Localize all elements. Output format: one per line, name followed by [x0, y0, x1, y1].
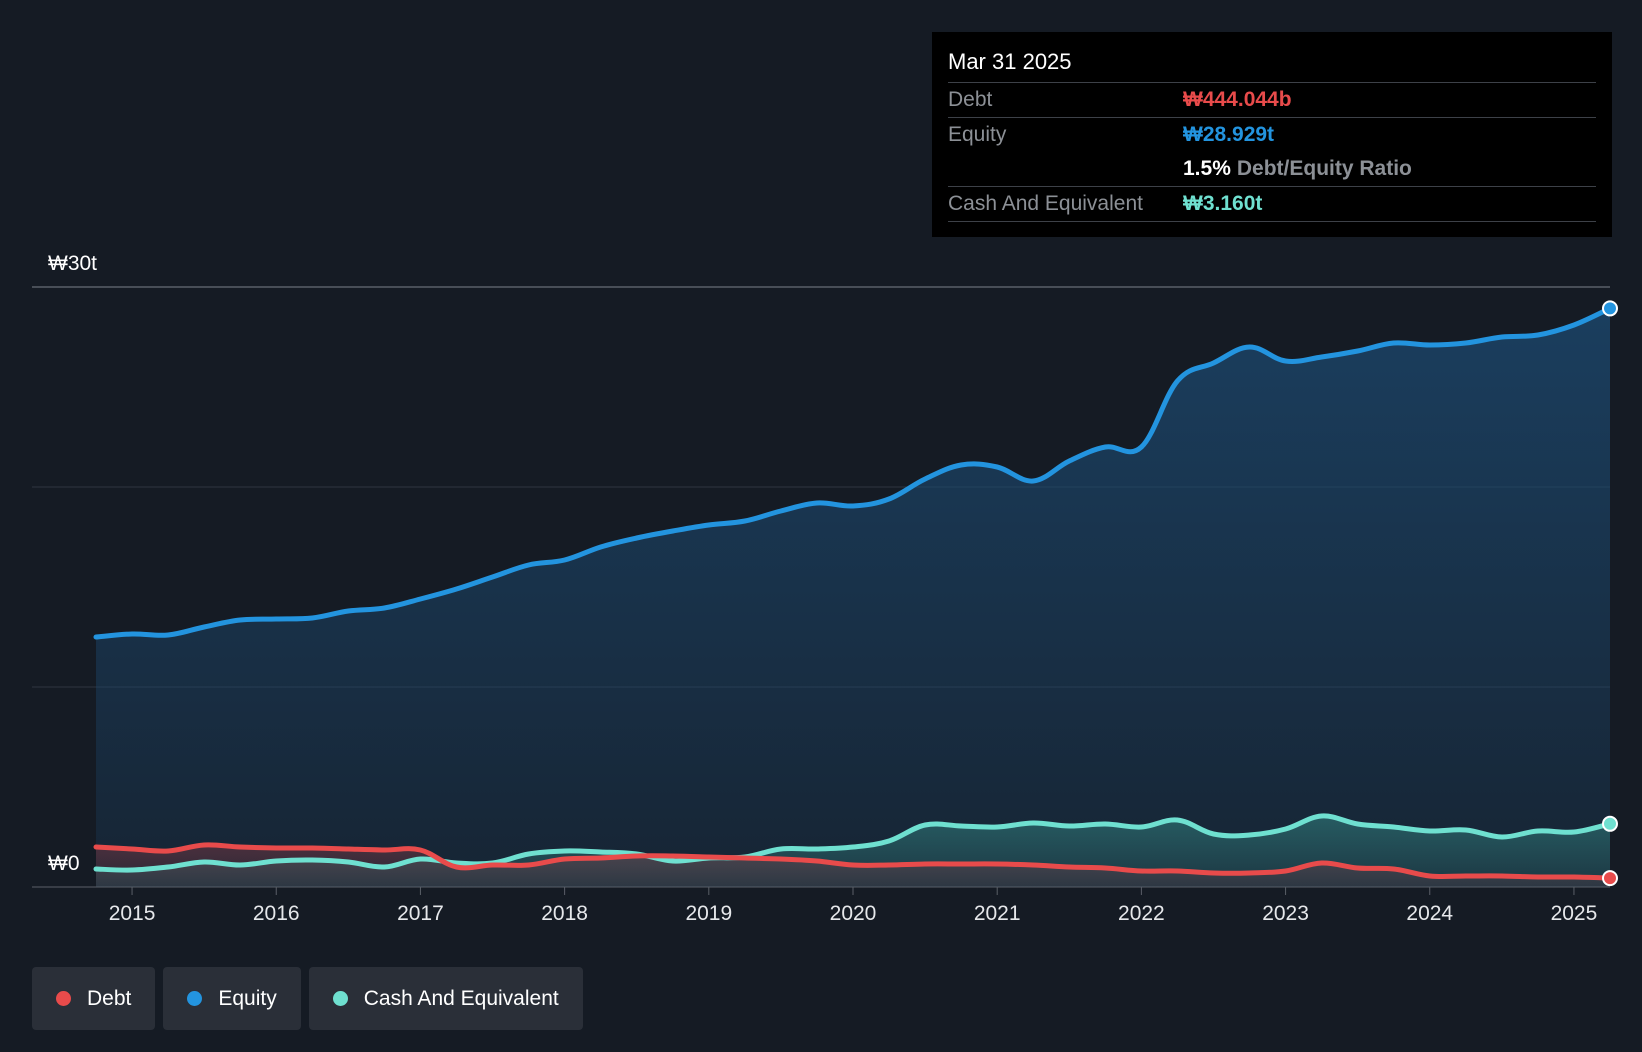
cash-dot-icon: [332, 991, 348, 1006]
legend-equity-label: Equity: [218, 986, 277, 1010]
tooltip-equity-value: ₩28.929t: [1183, 123, 1275, 146]
tooltip-equity-row: Equity ₩28.929t: [948, 118, 1596, 152]
legend-item-equity[interactable]: Equity: [163, 967, 301, 1030]
x-tick-label-2022: 2022: [1118, 902, 1165, 925]
tooltip-panel: Mar 31 2025 Debt ₩444.044b Equity ₩28.92…: [932, 32, 1612, 237]
legend-item-debt[interactable]: Debt: [32, 967, 156, 1030]
tooltip-debt-row: Debt ₩444.044b: [948, 83, 1596, 118]
tooltip-cash-value: ₩3.160t: [1183, 192, 1263, 215]
tooltip-cash-label: Cash And Equivalent: [948, 192, 1143, 215]
legend-cash-label: Cash And Equivalent: [363, 986, 559, 1010]
x-tick-label-2020: 2020: [830, 902, 877, 925]
tooltip-debt-value: ₩444.044b: [1183, 88, 1292, 111]
debt-dot-icon: [56, 991, 71, 1006]
x-tick-label-2018: 2018: [541, 902, 588, 925]
y-axis-zero-label: ₩0: [48, 852, 80, 875]
tooltip-cash-row: Cash And Equivalent ₩3.160t: [948, 187, 1596, 222]
y-axis-max-label: ₩30t: [48, 252, 97, 275]
cash-series-line: [93, 813, 1613, 873]
x-tick-label-2025: 2025: [1551, 902, 1598, 925]
x-tick-label-2019: 2019: [685, 902, 732, 925]
cash-last-point[interactable]: [1602, 815, 1618, 832]
equity-last-point[interactable]: [1602, 300, 1618, 317]
tooltip-date: Mar 31 2025: [948, 46, 1596, 83]
tooltip-equity-label: Equity: [948, 123, 1007, 146]
x-tick-label-2015: 2015: [109, 902, 156, 925]
x-tick-label-2016: 2016: [253, 902, 300, 925]
tooltip-ratio-label: Debt/Equity Ratio: [1236, 157, 1412, 180]
equity-series-line: [93, 305, 1613, 640]
x-tick-label-2021: 2021: [974, 902, 1021, 925]
debt-series-line: [93, 842, 1613, 881]
debt-last-point[interactable]: [1602, 870, 1618, 887]
tooltip-debt-label: Debt: [948, 88, 993, 111]
tooltip-ratio-row: 1.5% Debt/Equity Ratio: [948, 152, 1596, 187]
x-tick-label-2024: 2024: [1406, 902, 1453, 925]
legend-item-cash[interactable]: Cash And Equivalent: [308, 967, 583, 1030]
chart-legend: Debt Equity Cash And Equivalent: [32, 967, 583, 1030]
legend-debt-label: Debt: [87, 986, 132, 1010]
x-tick-label-2017: 2017: [397, 902, 444, 925]
equity-dot-icon: [187, 991, 203, 1006]
x-tick-label-2023: 2023: [1262, 902, 1309, 925]
tooltip-ratio-value: 1.5%: [1183, 157, 1231, 180]
equity-area: [96, 308, 1610, 887]
